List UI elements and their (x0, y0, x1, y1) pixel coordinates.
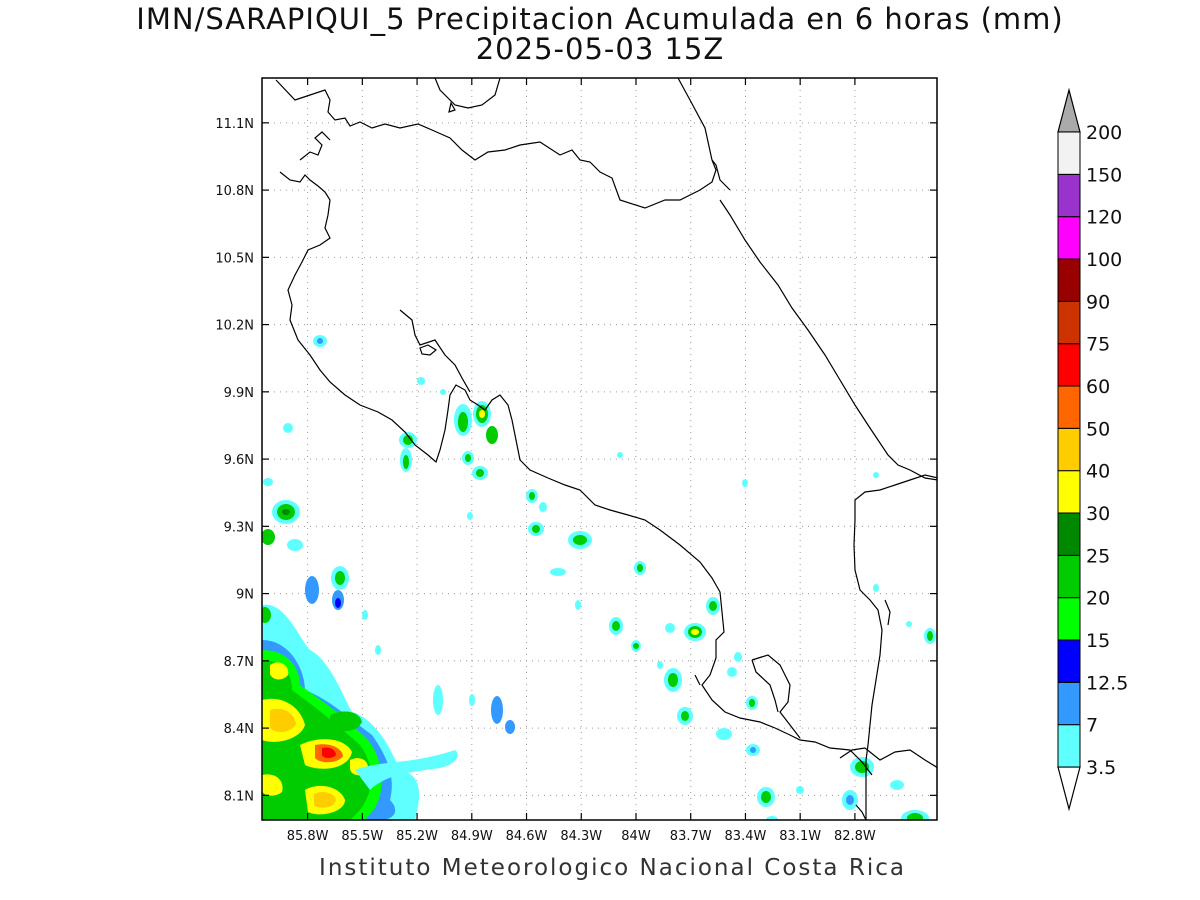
y-tick-label: 10.5N (215, 251, 254, 266)
colorbar-swatch (1057, 216, 1081, 260)
x-tick-label: 84.6W (506, 829, 548, 844)
footer-credit: Instituto Meteorologico Nacional Costa R… (319, 855, 906, 881)
colorbar-swatch (1057, 300, 1081, 345)
colorbar-swatch (1057, 470, 1081, 514)
colorbar-swatch (1057, 597, 1081, 641)
y-tick-label: 9.9N (224, 386, 254, 401)
x-tick-label: 84W (621, 829, 651, 844)
x-tick-label: 85.2W (396, 829, 438, 844)
colorbar-swatch (1057, 554, 1081, 599)
colorbar-label: 15 (1086, 630, 1110, 652)
colorbar-arrow-low (1057, 766, 1081, 812)
x-tick-label: 83.1W (779, 829, 821, 844)
colorbar-label: 3.5 (1086, 757, 1116, 779)
colorbar-swatch (1057, 427, 1081, 472)
y-tick-label: 8.1N (224, 789, 254, 804)
y-tick-label: 9N (236, 588, 254, 603)
colorbar-arrow-high (1057, 87, 1081, 133)
y-tick-label: 9.6N (224, 453, 254, 468)
colorbar-label: 120 (1086, 207, 1122, 229)
colorbar-label: 90 (1086, 291, 1110, 313)
colorbar-legend: 3.5 7 12.5 15 20 25 30 40 50 60 75 90 100 120 150 200 (1057, 87, 1128, 812)
colorbar-swatch (1057, 724, 1081, 768)
map-title: IMN/SARAPIQUI_5 Precipitacion Acumulada … (136, 2, 1064, 36)
colorbar-label: 100 (1086, 249, 1122, 271)
colorbar-swatch (1057, 131, 1081, 175)
colorbar-label: 7 (1086, 715, 1098, 737)
colorbar-swatch (1057, 173, 1081, 218)
axis-tick-labels: 85.8W 85.5W 85.2W 84.9W 84.6W 84.3W 84W 83.7W 83… (215, 117, 876, 844)
x-tick-label: 82.8W (834, 829, 876, 844)
coastlines (275, 78, 937, 820)
colorbar-label: 50 (1086, 418, 1110, 440)
colorbar-label: 75 (1086, 334, 1110, 356)
colorbar-swatch (1057, 512, 1081, 556)
colorbar-label: 12.5 (1086, 672, 1128, 694)
y-tick-label: 10.8N (215, 184, 254, 199)
colorbar-swatch (1057, 639, 1081, 683)
map-subtitle-datetime: 2025-05-03 15Z (475, 32, 725, 66)
x-tick-label: 84.3W (560, 829, 602, 844)
x-tick-label: 84.9W (451, 829, 493, 844)
colorbar-swatch (1057, 258, 1081, 302)
colorbar-swatch (1057, 385, 1081, 429)
colorbar-label: 20 (1086, 588, 1110, 610)
colorbar-label: 150 (1086, 164, 1122, 186)
colorbar-label: 30 (1086, 503, 1110, 525)
colorbar-label: 60 (1086, 376, 1110, 398)
axis-ticks (262, 78, 937, 820)
y-tick-label: 8.7N (224, 655, 254, 670)
colorbar-label: 25 (1086, 545, 1110, 567)
colorbar-swatch (1057, 681, 1081, 726)
y-tick-label: 10.2N (215, 319, 254, 334)
precipitation-field (262, 335, 936, 820)
colorbar-label: 200 (1086, 122, 1122, 144)
y-tick-label: 11.1N (215, 117, 254, 132)
plot-area (262, 78, 937, 820)
x-tick-label: 85.8W (287, 829, 329, 844)
colorbar-label: 40 (1086, 461, 1110, 483)
plot-frame (261, 77, 938, 821)
x-tick-label: 83.4W (725, 829, 767, 844)
x-tick-label: 85.5W (341, 829, 383, 844)
colorbar-swatch (1057, 343, 1081, 387)
y-tick-label: 8.4N (224, 722, 254, 737)
x-tick-label: 83.7W (670, 829, 712, 844)
y-tick-label: 9.3N (224, 520, 254, 535)
